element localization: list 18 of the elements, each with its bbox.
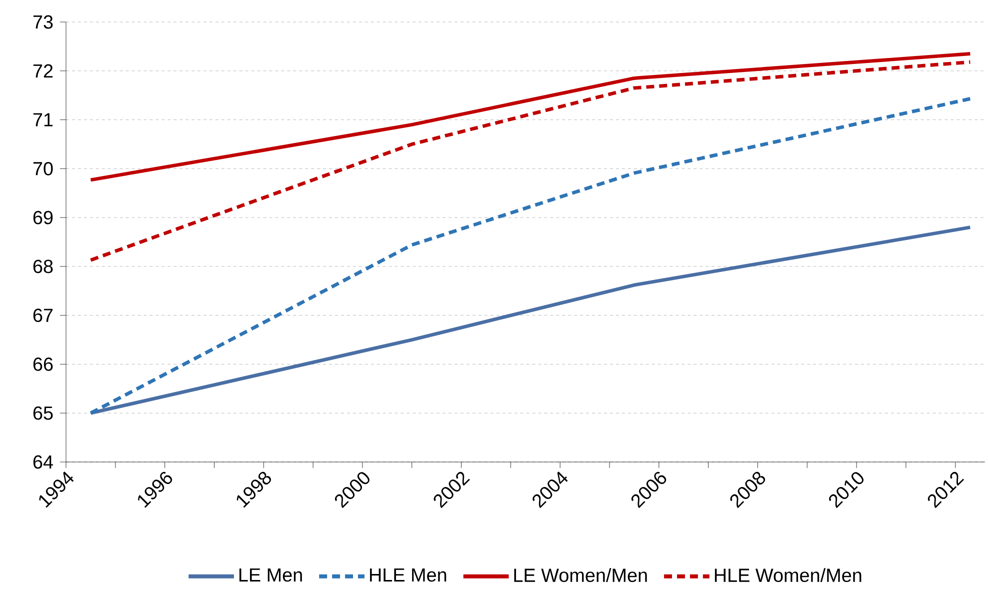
y-tick-label: 69 <box>33 211 53 224</box>
line-series <box>88 97 972 416</box>
y-tick-label: 70 <box>33 162 53 176</box>
y-tick-label: 64 <box>33 455 53 469</box>
legend-label: HLE Women/Men <box>714 568 862 582</box>
line-series <box>88 52 972 182</box>
legend-label: LE Women/Men <box>514 568 647 582</box>
y-tick-label: 65 <box>33 406 53 420</box>
y-tick-label: 73 <box>33 15 53 29</box>
y-tick-label: 66 <box>33 358 53 372</box>
legend-label: LE Men <box>239 568 302 582</box>
line-series <box>88 60 972 262</box>
y-tick-label: 71 <box>33 113 53 126</box>
y-tick-label: 67 <box>33 308 53 322</box>
line-series <box>88 226 972 416</box>
y-tick-label: 68 <box>33 260 53 274</box>
legend-label: HLE Men <box>370 568 446 582</box>
y-tick-label: 72 <box>33 64 53 78</box>
